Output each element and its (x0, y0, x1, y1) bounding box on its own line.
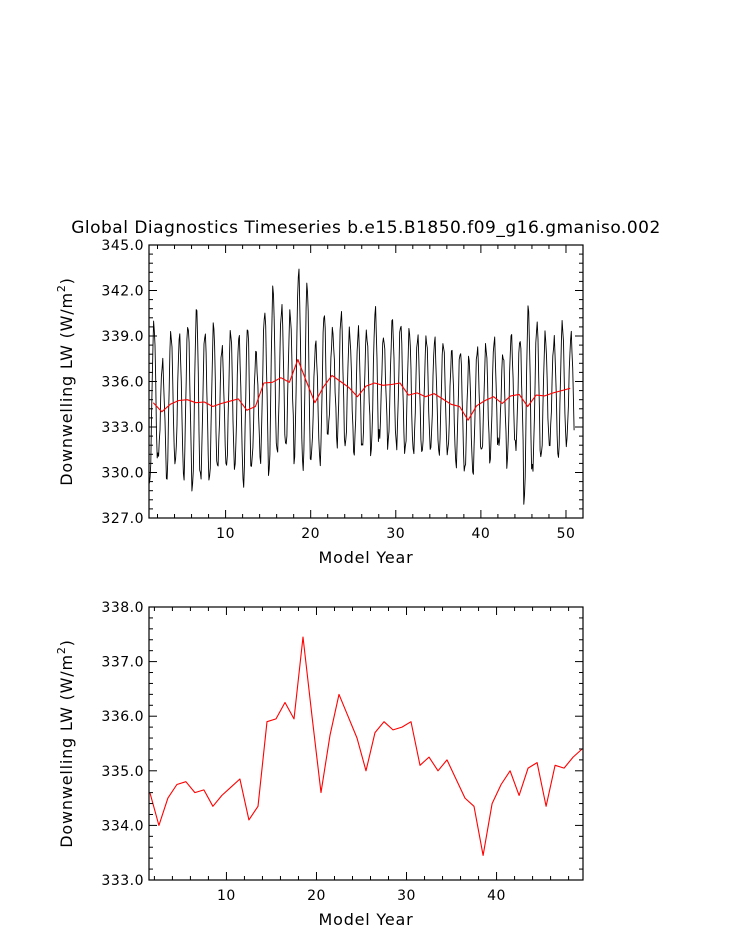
x-tick-label: 20 (307, 888, 326, 904)
x-tick-label: 40 (487, 888, 506, 904)
y-tick-label: 336.0 (101, 709, 144, 725)
y-tick-label: 339.0 (101, 329, 144, 345)
y-tick-label: 334.0 (101, 818, 144, 834)
timeseries-chart-annual: 10 20 30 40 333.0 334.0 335.0 336.0 337.0 338.0 Mo… (55, 600, 584, 929)
monthly-series-line (149, 268, 575, 505)
x-tick-label: 10 (217, 888, 236, 904)
y-tick-label: 333.0 (101, 873, 144, 889)
y-tick-label: 342.0 (101, 284, 144, 300)
y-tick-label: 335.0 (101, 764, 144, 780)
x-tick-label: 20 (301, 526, 320, 542)
x-tick-label: 30 (386, 526, 405, 542)
y-axis-label: Downwelling LW (W/m2) (55, 277, 76, 485)
y-tick-label: 337.0 (101, 655, 144, 671)
figure-title: Global Diagnostics Timeseries b.e15.B185… (71, 218, 661, 238)
annual-series-line (149, 636, 583, 856)
y-tick-label: 345.0 (101, 238, 144, 254)
plot-area (149, 268, 575, 505)
timeseries-chart-monthly: 10 20 30 40 50 327.0 330.0 333.0 336.0 339.0 342.0… (55, 238, 584, 567)
annual-series-line (152, 358, 571, 421)
x-axis-label: Model Year (319, 910, 414, 929)
x-tick-label: 50 (557, 526, 576, 542)
y-tick-label: 333.0 (101, 420, 144, 436)
x-tick-label: 40 (471, 526, 490, 542)
y-tick-label: 327.0 (101, 511, 144, 527)
x-tick-label: 10 (216, 526, 235, 542)
x-axis-label: Model Year (319, 548, 414, 567)
x-tick-label: 30 (397, 888, 416, 904)
y-tick-label: 338.0 (101, 600, 144, 616)
y-tick-label: 336.0 (101, 375, 144, 391)
plot-frame (148, 606, 584, 881)
y-tick-label: 330.0 (101, 466, 144, 482)
y-axis-label: Downwelling LW (W/m2) (55, 639, 76, 847)
plot-area (149, 636, 583, 856)
